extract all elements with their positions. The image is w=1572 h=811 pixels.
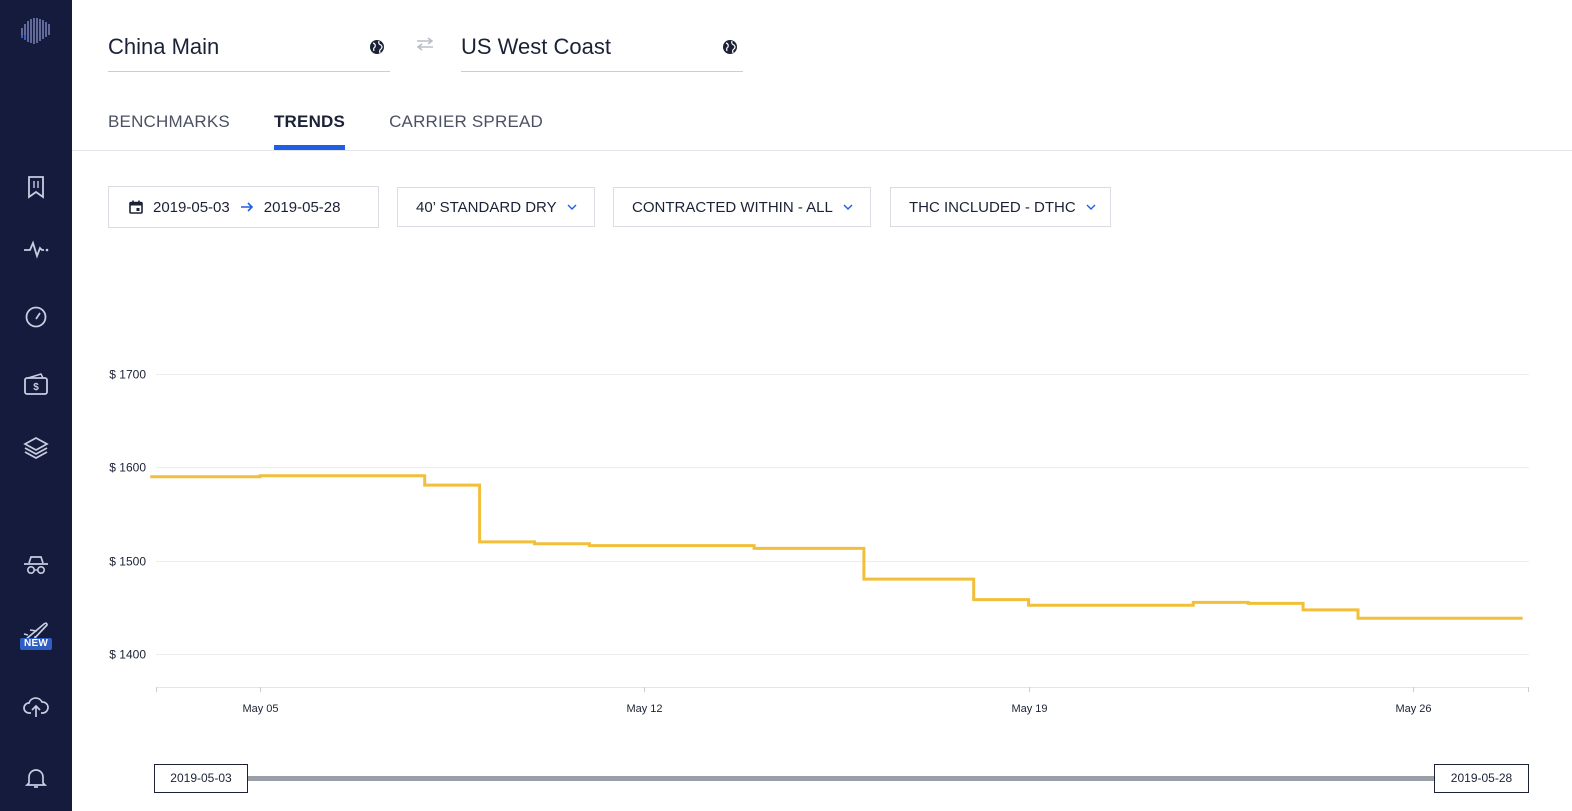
y-tick-label: $ 1600: [109, 461, 146, 475]
sidebar-item-layers[interactable]: [0, 428, 72, 468]
y-tick-label: $ 1700: [109, 368, 146, 382]
activity-icon: [23, 239, 49, 259]
destination-value: US West Coast: [461, 33, 611, 59]
tab-benchmarks[interactable]: BENCHMARKS: [108, 112, 230, 131]
incognito-icon: [23, 554, 49, 576]
price-trend-line: [150, 474, 1523, 620]
range-slider-track[interactable]: [248, 776, 1434, 781]
tabs-divider: [72, 150, 1572, 151]
tab-trends[interactable]: TRENDS: [273, 104, 346, 150]
view-tabs: BENCHMARKS TRENDS CARRIER SPREAD: [108, 104, 587, 150]
swap-route-button[interactable]: [414, 36, 436, 56]
x-tick-label: May 26: [1395, 703, 1431, 715]
sidebar-item-incognito[interactable]: [0, 545, 72, 585]
sidebar-item-trends[interactable]: [0, 229, 72, 269]
contracted-within-value: CONTRACTED WITHIN - ALL: [632, 198, 833, 216]
origin-value: China Main: [108, 33, 220, 59]
container-type-dropdown[interactable]: 40’ STANDARD DRY: [397, 187, 595, 227]
sidebar-item-dashboard[interactable]: [0, 297, 72, 337]
x-tick-label: May 12: [626, 703, 662, 715]
range-end-handle[interactable]: 2019-05-28: [1434, 764, 1529, 793]
tab-carrier-spread[interactable]: CARRIER SPREAD: [389, 112, 544, 131]
thc-dropdown[interactable]: THC INCLUDED - DTHC: [890, 187, 1111, 227]
chevron-down-icon: [567, 204, 577, 210]
sidebar-item-rates[interactable]: $: [0, 364, 72, 404]
bookmark-icon: [25, 175, 47, 199]
sidebar-item-bookmarks[interactable]: [0, 167, 72, 207]
container-type-value: 40’ STANDARD DRY: [416, 198, 557, 216]
speedometer-icon: [24, 305, 48, 329]
destination-field[interactable]: US West Coast: [461, 24, 743, 72]
date-to: 2019-05-28: [263, 198, 341, 216]
arrow-right-icon: [240, 201, 254, 213]
svg-text:$: $: [33, 382, 39, 393]
swap-arrows-icon: [415, 36, 435, 56]
thc-value: THC INCLUDED - DTHC: [909, 198, 1076, 216]
x-tick-label: May 05: [242, 703, 278, 715]
origin-field[interactable]: China Main: [108, 24, 390, 72]
contracted-within-dropdown[interactable]: CONTRACTED WITHIN - ALL: [613, 187, 871, 227]
sidebar: $ NEW: [0, 0, 72, 811]
sidebar-item-upload[interactable]: [0, 687, 72, 727]
bell-icon: [24, 766, 48, 790]
layers-icon: [23, 436, 49, 460]
x-tick-label: May 19: [1011, 703, 1047, 715]
date-range-picker[interactable]: 2019-05-03 2019-05-28: [108, 186, 379, 228]
y-tick-label: $ 1400: [109, 648, 146, 662]
globe-icon[interactable]: [721, 38, 739, 56]
logo-icon[interactable]: [0, 10, 72, 50]
wallet-icon: $: [23, 372, 49, 396]
new-badge: NEW: [20, 638, 52, 650]
y-tick-label: $ 1500: [109, 555, 146, 569]
calendar-icon: [129, 200, 143, 214]
cloud-upload-icon: [23, 695, 49, 719]
range-start-handle[interactable]: 2019-05-03: [154, 764, 248, 793]
sidebar-item-notifications[interactable]: [0, 758, 72, 798]
date-from: 2019-05-03: [153, 198, 230, 216]
globe-icon[interactable]: [368, 38, 386, 56]
chevron-down-icon: [843, 204, 853, 210]
chevron-down-icon: [1086, 204, 1096, 210]
